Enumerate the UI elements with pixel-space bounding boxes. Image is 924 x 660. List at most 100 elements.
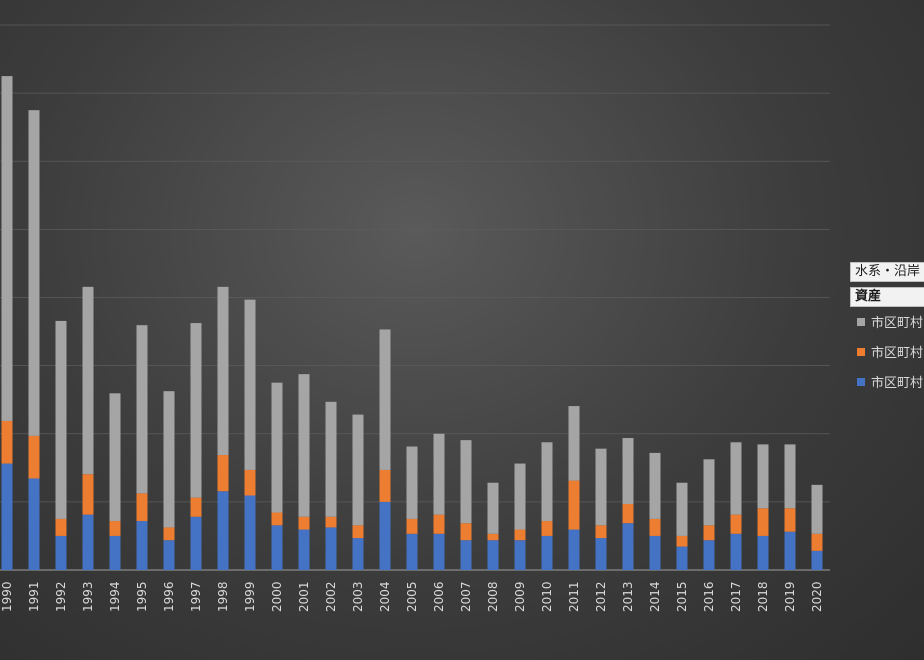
x-tick-label: 2000 — [270, 581, 284, 612]
bar-segment-2007-s1 — [460, 523, 472, 541]
bar-segment-2017-s0 — [730, 533, 742, 570]
bars — [1, 76, 823, 570]
filter-button-water-system[interactable]: 水系・沿岸 — [850, 262, 924, 282]
bar-segment-2018-s1 — [757, 508, 769, 536]
x-tick-label: 2004 — [378, 581, 392, 612]
bar-segment-1998-s0 — [217, 491, 229, 570]
x-tick-label: 2013 — [621, 581, 635, 612]
x-tick-label: 2003 — [351, 581, 365, 612]
bar-segment-2007-s2 — [460, 440, 472, 524]
x-tick-label: 1994 — [108, 581, 122, 612]
bar-segment-2010-s2 — [541, 442, 553, 522]
bar-segment-2005-s1 — [406, 518, 418, 534]
bar-segment-2005-s2 — [406, 446, 418, 519]
x-tick-label: 1999 — [243, 581, 257, 612]
bar-segment-2019-s2 — [784, 444, 796, 509]
x-tick-label: 1992 — [54, 581, 68, 612]
legend-label-gray: 市区町村 — [871, 316, 924, 331]
bar-segment-2013-s0 — [622, 523, 634, 570]
bar-segment-1991-s2 — [28, 110, 40, 436]
x-tick-label: 2010 — [540, 581, 554, 612]
x-axis: 1990 1991 1992 1993 1994 1995 1996 1997 1998 1999… — [0, 581, 824, 612]
bar-segment-2010-s1 — [541, 521, 553, 536]
bar-segment-2011-s2 — [568, 406, 580, 481]
bar-segment-1993-s0 — [82, 514, 94, 570]
x-tick-label: 2019 — [783, 581, 797, 612]
x-tick-label: 2020 — [810, 581, 824, 612]
bar-segment-2009-s1 — [514, 529, 526, 541]
bar-segment-1999-s1 — [244, 469, 256, 496]
bar-segment-2016-s2 — [703, 459, 715, 526]
bar-segment-1992-s1 — [55, 518, 67, 536]
x-tick-label: 2017 — [729, 581, 743, 612]
bar-segment-2014-s1 — [649, 518, 661, 536]
bar-segment-1999-s0 — [244, 495, 256, 570]
x-tick-label: 2016 — [702, 581, 716, 612]
legend-label-blue: 市区町村 — [871, 376, 924, 391]
bar-segment-1996-s0 — [163, 540, 175, 570]
x-tick-label: 2014 — [648, 581, 662, 612]
bar-segment-2013-s1 — [622, 504, 634, 524]
bar-segment-2010-s0 — [541, 535, 553, 570]
bar-segment-2000-s2 — [271, 382, 283, 513]
x-tick-label: 2007 — [459, 581, 473, 612]
x-tick-label: 2006 — [432, 581, 446, 612]
bar-segment-1998-s1 — [217, 455, 229, 492]
bar-segment-1994-s1 — [109, 521, 121, 536]
bar-segment-1992-s2 — [55, 320, 67, 519]
bar-segment-1990-s0 — [1, 463, 13, 570]
x-tick-label: 2005 — [405, 581, 419, 612]
x-tick-label: 1998 — [216, 581, 230, 612]
bar-segment-2002-s2 — [325, 401, 337, 517]
bar-segment-2020-s1 — [811, 533, 823, 551]
bar-segment-1991-s0 — [28, 478, 40, 570]
x-tick-label: 1997 — [189, 581, 203, 612]
x-tick-label: 1991 — [27, 581, 41, 612]
bar-segment-1997-s0 — [190, 516, 202, 570]
bar-segment-2013-s2 — [622, 438, 634, 505]
bar-segment-1993-s1 — [82, 474, 94, 515]
bar-segment-2012-s0 — [595, 538, 607, 570]
filter-button-asset[interactable]: 資産 — [850, 287, 924, 307]
bar-segment-2003-s1 — [352, 525, 364, 539]
legend-label-orange: 市区町村 — [871, 346, 924, 361]
bar-segment-2011-s0 — [568, 529, 580, 570]
bar-segment-1997-s2 — [190, 323, 202, 498]
legend-swatch-gray — [857, 318, 865, 326]
x-tick-label: 2009 — [513, 581, 527, 612]
bar-segment-2011-s1 — [568, 480, 580, 530]
x-tick-label: 1996 — [162, 581, 176, 612]
bar-segment-2014-s0 — [649, 535, 661, 570]
bar-segment-1994-s2 — [109, 393, 121, 522]
legend-item-gray: 市区町村 — [857, 316, 923, 332]
x-tick-label: 1995 — [135, 581, 149, 612]
bar-segment-2008-s0 — [487, 540, 499, 570]
bar-segment-2018-s0 — [757, 535, 769, 570]
bar-segment-2015-s2 — [676, 482, 688, 536]
bar-segment-1995-s1 — [136, 493, 148, 522]
bar-segment-1990-s2 — [1, 76, 13, 421]
bar-segment-2006-s2 — [433, 433, 445, 515]
bar-segment-1993-s2 — [82, 286, 94, 475]
bar-segment-2008-s2 — [487, 482, 499, 534]
bar-segment-2007-s0 — [460, 540, 472, 570]
bar-segment-2009-s2 — [514, 463, 526, 530]
x-tick-label: 1990 — [0, 581, 14, 612]
x-tick-label: 2002 — [324, 581, 338, 612]
bar-segment-1999-s2 — [244, 299, 256, 470]
bar-segment-1994-s0 — [109, 535, 121, 570]
bar-segment-2020-s2 — [811, 484, 823, 534]
bar-segment-2015-s0 — [676, 546, 688, 570]
bar-segment-2015-s1 — [676, 535, 688, 547]
bar-segment-2019-s1 — [784, 508, 796, 532]
x-tick-label: 2011 — [567, 581, 581, 612]
bar-segment-1996-s1 — [163, 527, 175, 541]
bar-segment-2017-s2 — [730, 442, 742, 515]
bar-segment-2014-s2 — [649, 452, 661, 519]
bar-segment-2017-s1 — [730, 514, 742, 534]
bar-segment-2001-s2 — [298, 374, 310, 517]
bar-segment-2001-s0 — [298, 529, 310, 570]
bar-segment-1995-s0 — [136, 521, 148, 570]
bar-segment-2008-s1 — [487, 533, 499, 541]
legend-swatch-blue — [857, 378, 865, 386]
